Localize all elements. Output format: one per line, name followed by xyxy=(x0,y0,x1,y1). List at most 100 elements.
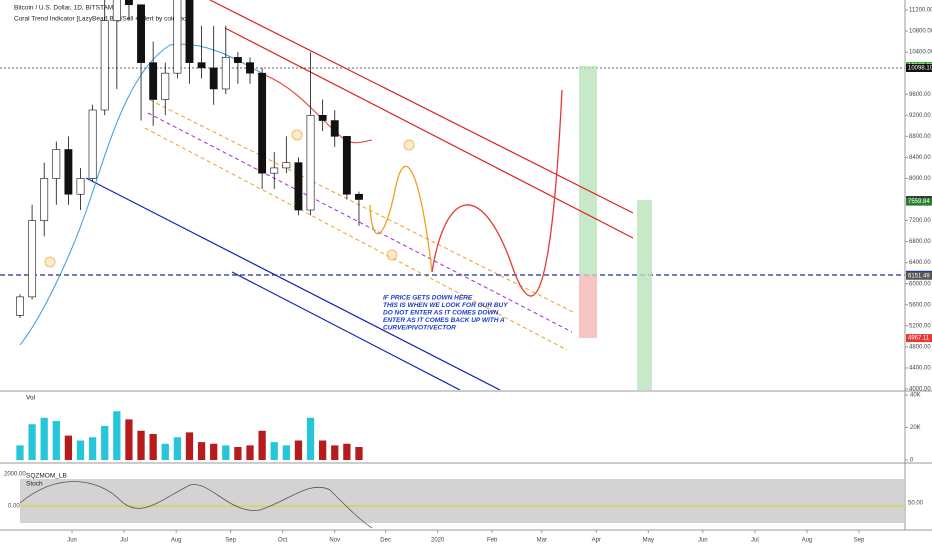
volume-bar xyxy=(173,437,181,461)
y-tick-label: 7200.00 xyxy=(909,218,931,224)
candle-body xyxy=(306,114,315,211)
indicator-label: 2000.00 xyxy=(4,472,26,478)
drawings xyxy=(0,0,905,390)
volume-bar xyxy=(40,417,48,461)
candle-body xyxy=(342,136,351,195)
price-label: 4967.11 xyxy=(908,336,930,342)
candle-body xyxy=(137,4,145,63)
candle-body xyxy=(233,57,242,63)
volume-bar xyxy=(28,424,36,461)
candle-body xyxy=(294,162,303,211)
price-label: 6151.49 xyxy=(908,273,930,279)
x-tick-label: 2020 xyxy=(431,538,445,544)
volume-bar xyxy=(331,445,339,461)
volume-bar xyxy=(185,432,194,461)
chart-subtitle: Coral Trend Indicator [LazyBear] Buy/Sel… xyxy=(14,16,190,23)
x-tick-label: Jul xyxy=(120,538,128,544)
y-tick-label: 6800.00 xyxy=(909,239,931,245)
volume-title: Vol xyxy=(26,395,36,402)
volume-bar xyxy=(16,445,24,461)
y-tick-label: 8800.00 xyxy=(909,134,931,140)
y-tick-label: 4400.00 xyxy=(909,366,931,372)
y-tick-label: 8400.00 xyxy=(909,155,931,161)
y-tick-label: 9600.00 xyxy=(909,92,931,98)
volume-bar xyxy=(270,442,278,461)
candle-body xyxy=(173,0,182,74)
candle-body xyxy=(112,0,121,21)
indicator-label: 50.00 xyxy=(908,501,924,507)
volume-bar xyxy=(355,447,363,461)
x-tick-label: Aug xyxy=(171,538,182,544)
candle-body xyxy=(149,62,158,100)
candle-body xyxy=(355,193,363,200)
x-tick-label: Oct xyxy=(278,538,288,544)
x-tick-label: Jun xyxy=(67,538,77,544)
candle-body xyxy=(197,62,206,69)
y-tick-label: 11200.00 xyxy=(909,8,932,14)
volume-bar xyxy=(246,445,254,461)
indicator-label: 0.00 xyxy=(8,504,20,510)
candle-body xyxy=(28,220,37,298)
candle-body xyxy=(52,149,61,179)
candle-body xyxy=(40,178,49,221)
volume-bar xyxy=(113,411,121,461)
volume-bar xyxy=(282,445,290,461)
candle-body xyxy=(221,57,230,90)
candle-body xyxy=(318,114,327,121)
x-tick-label: Mar xyxy=(537,538,547,544)
annotation-text: CURVE/PIVOT/VECTOR xyxy=(383,325,456,332)
indicator-title: SQZMOM_LB xyxy=(26,473,67,480)
y-tick-label: 10400.00 xyxy=(909,50,932,56)
candles xyxy=(16,0,363,318)
volume-bar xyxy=(76,440,85,461)
volume-bar xyxy=(343,443,351,461)
volume-bar xyxy=(161,443,169,461)
volume-bar xyxy=(234,447,242,461)
volume-bar xyxy=(149,434,157,461)
volume-bar xyxy=(258,430,266,461)
y-tick-label: 6400.00 xyxy=(909,260,931,266)
x-tick-label: Sep xyxy=(225,538,236,544)
x-tick-label: Apr xyxy=(592,538,601,544)
annotation-text: IF PRICE GETS DOWN HERE xyxy=(383,295,473,302)
x-tick-label: Feb xyxy=(487,538,498,544)
y-tick-label: 5600.00 xyxy=(909,302,931,308)
candle-body xyxy=(76,178,85,195)
volume-bar xyxy=(88,437,97,461)
volume-bar xyxy=(294,440,303,461)
volume-bar xyxy=(137,430,145,461)
candle-body xyxy=(209,67,218,90)
indicator-title: Stoch xyxy=(26,481,43,488)
annotation-text: THIS IS WHEN WE LOOK FOR OUR BUY xyxy=(383,302,508,309)
candle-body xyxy=(64,149,73,195)
volume-bar xyxy=(197,442,206,461)
candle-body xyxy=(161,72,170,100)
candle-body xyxy=(330,120,339,137)
y-tick-label: 4800.00 xyxy=(909,344,931,350)
volume-bar xyxy=(125,419,133,461)
x-tick-label: Jul xyxy=(751,538,759,544)
price-label: 10098.10 xyxy=(908,66,932,72)
volume-tick-label: 20K xyxy=(910,425,921,431)
volume-tick-label: 0 xyxy=(910,458,914,464)
volume-bar xyxy=(101,425,109,461)
price-label-box xyxy=(906,197,932,206)
candle-body xyxy=(88,109,97,179)
y-tick-label: 8000.00 xyxy=(909,176,931,182)
price-label: 7559.84 xyxy=(908,199,930,205)
volume-bar xyxy=(210,443,218,461)
volume-bar xyxy=(306,417,315,461)
y-tick-label: 4000.00 xyxy=(909,387,931,393)
chart-title: Bitcoin / U.S. Dollar, 1D, BITSTAMP xyxy=(14,5,118,12)
candle-body xyxy=(270,167,279,174)
candle-body xyxy=(100,20,109,111)
volume-tick-label: 40K xyxy=(910,393,921,399)
candle-body xyxy=(16,296,24,316)
y-tick-label: 5200.00 xyxy=(909,323,931,329)
candle-body xyxy=(258,72,267,174)
candle-body xyxy=(246,62,254,74)
price-label-box xyxy=(906,271,932,280)
y-tick-label: 6000.00 xyxy=(909,281,931,287)
volume-bar xyxy=(222,445,230,461)
